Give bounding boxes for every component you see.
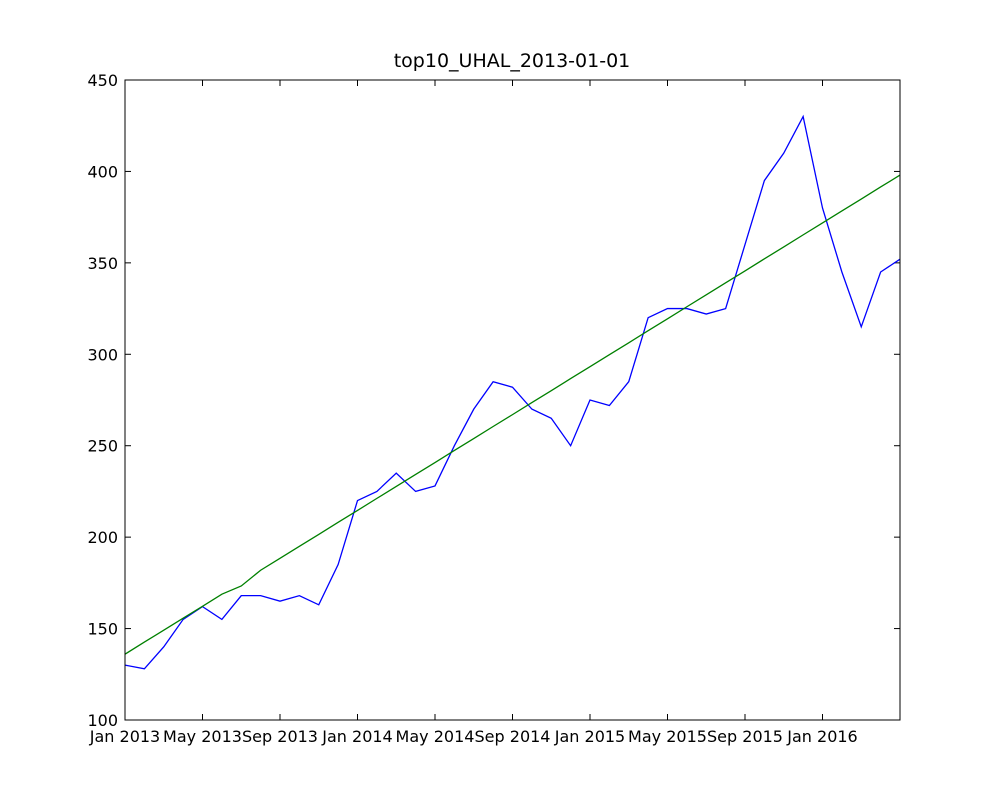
x-tick-label: Jan 2013 bbox=[89, 727, 160, 746]
y-tick-label: 150 bbox=[87, 620, 118, 639]
x-tick-label: Sep 2014 bbox=[475, 727, 551, 746]
y-tick-label: 400 bbox=[87, 162, 118, 181]
y-tick-label: 300 bbox=[87, 345, 118, 364]
y-tick-label: 100 bbox=[87, 711, 118, 730]
x-tick-label: Jan 2015 bbox=[554, 727, 625, 746]
y-tick-label: 350 bbox=[87, 254, 118, 273]
x-tick-label: Jan 2014 bbox=[321, 727, 392, 746]
x-tick-label: Sep 2013 bbox=[242, 727, 318, 746]
y-tick-label: 200 bbox=[87, 528, 118, 547]
x-tick-label: May 2015 bbox=[628, 727, 707, 746]
chart-title: top10_UHAL_2013-01-01 bbox=[394, 50, 631, 72]
x-tick-label: May 2013 bbox=[163, 727, 242, 746]
data-line bbox=[124, 174, 901, 655]
x-tick-label: Sep 2015 bbox=[707, 727, 783, 746]
data-line bbox=[124, 114, 901, 670]
y-tick-label: 450 bbox=[87, 71, 118, 90]
x-tick-label: May 2014 bbox=[396, 727, 475, 746]
plot-frame bbox=[124, 79, 901, 721]
x-tick-label: Jan 2016 bbox=[786, 727, 857, 746]
y-tick-label: 250 bbox=[87, 437, 118, 456]
